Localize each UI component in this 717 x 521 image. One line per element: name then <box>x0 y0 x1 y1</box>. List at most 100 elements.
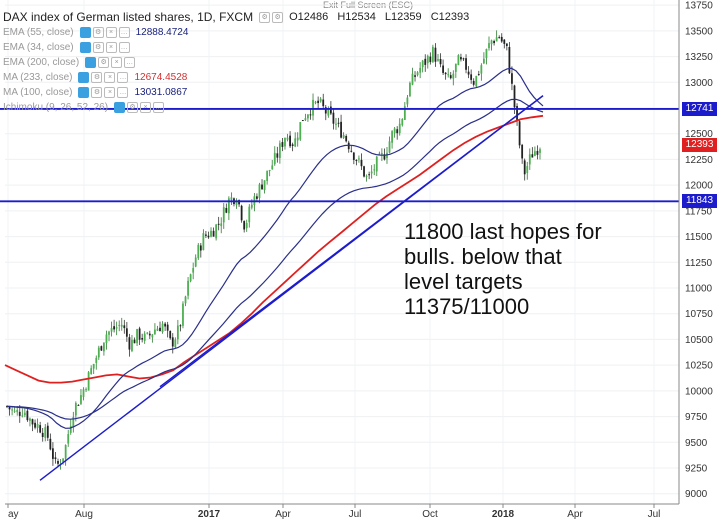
candle-body <box>222 207 225 223</box>
close-icon[interactable]: × <box>105 42 117 53</box>
eye-icon[interactable] <box>85 57 97 68</box>
candle-body <box>508 46 511 74</box>
y-tick-label: 12500 <box>685 129 713 140</box>
legend-indicator-row[interactable]: EMA (34, close) ⚙ ×… <box>3 40 475 55</box>
candle-body <box>143 333 146 341</box>
y-tick-label: 13250 <box>685 52 713 63</box>
close-icon[interactable]: × <box>104 72 116 83</box>
candle-body <box>342 134 345 138</box>
candle-body <box>276 153 279 158</box>
candle-body <box>319 98 322 102</box>
indicator-name: MA (100, close) <box>3 87 73 98</box>
settings-icon[interactable]: ⚙ <box>98 57 110 68</box>
candle-body <box>100 346 103 351</box>
candle-body <box>327 108 330 116</box>
candle-body <box>125 328 128 337</box>
y-tick-label: 11500 <box>685 232 713 243</box>
more-icon[interactable]: … <box>118 27 130 38</box>
close-icon[interactable]: × <box>104 87 116 98</box>
candle-body <box>531 154 534 158</box>
candle-body <box>105 334 108 344</box>
more-icon[interactable]: … <box>124 57 136 68</box>
settings-icon[interactable]: ⚙ <box>91 72 103 83</box>
candle-body <box>108 331 110 335</box>
candle-body <box>414 75 416 77</box>
indicator-name: EMA (34, close) <box>3 42 74 53</box>
legend-indicator-row[interactable]: MA (100, close) ⚙ ×… 13031.0867 <box>3 85 475 100</box>
candle-body <box>69 426 72 433</box>
candle-body <box>488 43 490 49</box>
close-icon[interactable]: × <box>105 27 117 38</box>
candle-body <box>82 389 85 397</box>
candle-body <box>31 419 34 425</box>
indicator-icons: ⚙ ×… <box>78 72 129 83</box>
ema-55-line <box>6 67 544 429</box>
settings-icon[interactable]: ⚙ <box>92 27 104 38</box>
eye-icon[interactable] <box>79 42 91 53</box>
eye-icon[interactable] <box>79 27 91 38</box>
candle-body <box>388 141 391 153</box>
candle-body <box>475 75 478 87</box>
more-icon[interactable]: … <box>153 102 165 113</box>
legend-indicator-row[interactable]: EMA (55, close) ⚙ ×… 12888.4724 <box>3 25 475 40</box>
candle-body <box>363 166 365 177</box>
candle-body <box>273 152 276 165</box>
candle-body <box>335 123 337 125</box>
indicator-icons: ⚙ ×… <box>78 87 129 98</box>
indicator-icons: ⚙ ×… <box>85 57 136 68</box>
candle-body <box>36 423 39 429</box>
eye-icon[interactable] <box>78 87 90 98</box>
indicator-value: 12888.4724 <box>135 27 189 38</box>
candle-body <box>526 166 529 173</box>
more-icon[interactable]: … <box>117 87 129 98</box>
candle-body <box>227 198 230 214</box>
legend-indicator-row[interactable]: Ichimoku (9, 26, 52, 26) ⚙ ×… <box>3 100 475 115</box>
candle-body <box>355 159 358 161</box>
candle-body <box>199 245 202 251</box>
indicator-name: Ichimoku (9, 26, 52, 26) <box>3 102 109 113</box>
candle-body <box>500 36 503 42</box>
settings-icon[interactable]: ⚙ <box>91 87 103 98</box>
settings-icon[interactable]: ⚙ <box>92 42 104 53</box>
candle-body <box>391 131 393 143</box>
candle-body <box>401 119 404 126</box>
more-icon[interactable]: … <box>117 72 129 83</box>
candle-body <box>18 411 21 416</box>
price-tag: 11843 <box>682 194 717 209</box>
eye-icon[interactable] <box>114 102 126 113</box>
settings-icon[interactable]: ⚙ <box>127 102 139 113</box>
candle-body <box>409 83 411 97</box>
candle-body <box>498 37 501 39</box>
legend-indicator-row[interactable]: MA (233, close) ⚙ ×… 12674.4528 <box>3 70 475 85</box>
candle-body <box>115 327 118 329</box>
y-tick-label: 11000 <box>685 284 713 295</box>
candle-body <box>189 274 192 282</box>
settings-icon[interactable]: ⚙ <box>259 12 271 23</box>
candle-body <box>23 412 26 416</box>
close-icon[interactable]: × <box>140 102 152 113</box>
candle-body <box>482 58 485 64</box>
candle-body <box>202 233 205 251</box>
settings-icon[interactable]: ⚙ <box>272 12 284 23</box>
candle-body <box>225 207 228 213</box>
candle-body <box>426 55 429 64</box>
candle-body <box>220 223 223 227</box>
candle-body <box>268 170 271 172</box>
legend-indicator-row[interactable]: EMA (200, close) ⚙ ×… <box>3 55 475 70</box>
candle-body <box>337 122 340 124</box>
candle-body <box>113 326 116 330</box>
candle-body <box>411 73 414 85</box>
x-tick-label: Jul <box>648 509 661 520</box>
candle-body <box>97 347 100 358</box>
candle-body <box>215 224 218 239</box>
trendline <box>159 95 544 388</box>
y-tick-label: 10750 <box>685 309 713 320</box>
more-icon[interactable]: … <box>118 42 130 53</box>
candle-body <box>309 114 312 116</box>
eye-icon[interactable] <box>78 72 90 83</box>
close-icon[interactable]: × <box>111 57 123 68</box>
candle-body <box>138 328 141 340</box>
candle-body <box>398 123 401 134</box>
candle-body <box>437 59 439 61</box>
candle-body <box>235 201 238 206</box>
